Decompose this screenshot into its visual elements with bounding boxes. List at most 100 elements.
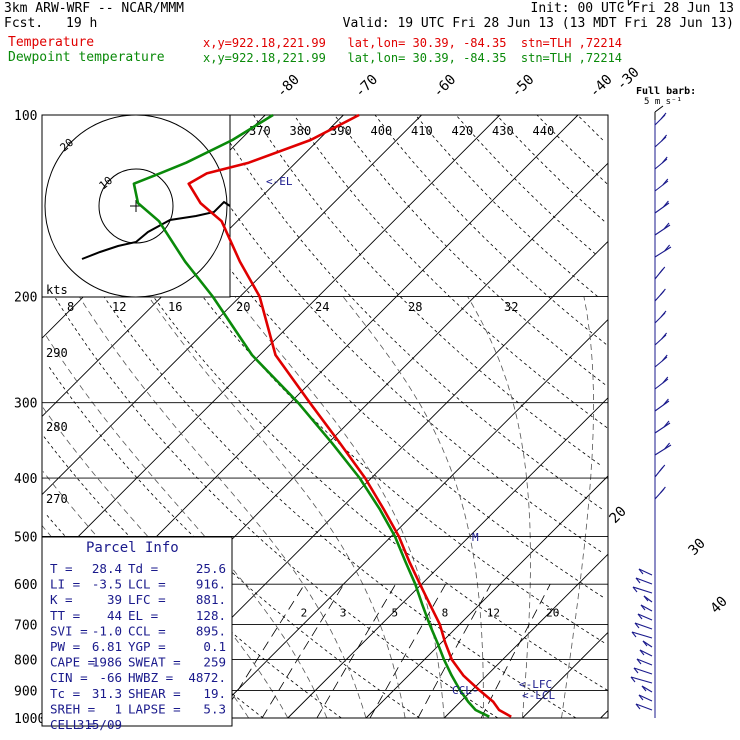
wind-barb — [662, 376, 669, 384]
isotherm-label: -20 — [614, 0, 643, 15]
wind-barb — [654, 180, 669, 192]
theta-label: 290 — [46, 346, 68, 360]
mixing-ratio-label: 12 — [487, 607, 500, 620]
isotherm-line — [209, 319, 609, 719]
parcel-value: 28.4 — [92, 561, 122, 576]
hodograph-units: kts — [46, 283, 68, 297]
dry-adiabat-line — [47, 364, 420, 719]
parcel-value: 315/09 — [77, 717, 122, 732]
dewpoint-profile — [132, 113, 490, 718]
wind-barb — [633, 667, 653, 675]
wind-barb — [635, 703, 653, 711]
wind-barb — [633, 667, 639, 674]
parcel-key: SWEAT = — [128, 655, 181, 670]
wind-barb — [631, 631, 653, 639]
dry-adiabat-line — [536, 114, 608, 184]
dry-adiabat-line — [46, 282, 499, 719]
wind-barb — [634, 622, 653, 630]
parcel-value: 881. — [196, 592, 226, 607]
parcel-key: Tc = — [50, 686, 80, 701]
forecast-hour: 19 h — [66, 16, 98, 31]
isotherm-line — [522, 632, 609, 719]
wind-barb — [654, 356, 668, 368]
wind-legend-value: 5 m s⁻¹ — [644, 97, 682, 107]
mixing-ratio-label: 3 — [340, 607, 347, 620]
parcel-key: CCL = — [128, 623, 166, 638]
dry-adiabat-line — [50, 114, 608, 691]
mixing-ratio-label: 2 — [301, 607, 308, 620]
parcel-title: Parcel Info — [86, 540, 179, 556]
dry-adiabat-line — [172, 114, 602, 553]
wind-barb — [630, 676, 653, 684]
isotherm-line — [41, 114, 501, 574]
wind-barb — [664, 244, 671, 252]
dry-adiabat-line — [577, 114, 604, 141]
wind-barb — [636, 658, 653, 666]
theta-label: 370 — [249, 124, 271, 138]
dry-adiabat-line — [293, 114, 608, 429]
wind-barb — [635, 577, 641, 584]
wind-barb — [641, 685, 653, 693]
isotherm-line — [600, 710, 609, 719]
dry-adiabat-line — [496, 114, 605, 222]
wind-barb — [639, 649, 645, 656]
mixing-ratio-line — [220, 583, 305, 719]
init-time: Init: 00 UTC Fri 28 Jun 13 — [530, 1, 735, 16]
wind-barb — [638, 694, 644, 701]
wind-barb — [664, 442, 671, 450]
pressure-label: 1000 — [14, 712, 45, 727]
hodograph-ring — [44, 114, 228, 298]
parcel-value: 39 — [107, 592, 122, 607]
parcel-value: 6.81 — [92, 639, 122, 654]
isotherm-line — [365, 475, 609, 719]
m-annotation: M — [472, 531, 479, 544]
parcel-key: CIN = — [50, 670, 88, 685]
pressure-label: 400 — [14, 472, 37, 487]
wind-barb — [659, 288, 666, 296]
moist-adiabat-line — [561, 296, 594, 719]
wind-barb — [637, 613, 653, 621]
theta-e-label: 12 — [112, 300, 126, 314]
theta-label: 400 — [371, 124, 393, 138]
dry-adiabat-line — [455, 114, 596, 255]
wind-barb — [631, 631, 637, 638]
isotherm-label: 40 — [708, 594, 731, 617]
temperature-location: x,y=922.18,221.99 lat,lon= 30.39, -84.35… — [203, 36, 623, 50]
wind-barb — [654, 246, 672, 258]
theta-e-label: 20 — [236, 300, 250, 314]
pressure-label: 600 — [14, 578, 37, 593]
wind-barb — [654, 400, 670, 412]
parcel-value: 0.1 — [203, 639, 226, 654]
parcel-value: 4872. — [188, 670, 226, 685]
wind-barb — [635, 577, 653, 585]
theta-label: 380 — [290, 124, 312, 138]
dry-adiabat-line — [334, 114, 606, 385]
parcel-key: EL = — [128, 608, 158, 623]
parcel-value: -3.5 — [92, 577, 122, 592]
wind-barb — [636, 658, 642, 665]
theta-e-label: 28 — [408, 300, 422, 314]
theta-e-label: 16 — [168, 300, 182, 314]
sounding-profiles — [132, 113, 512, 718]
wind-barb — [632, 586, 638, 593]
pressure-label: 200 — [14, 291, 37, 306]
moist-adiabat-line — [234, 296, 445, 719]
forecast-label: Fcst. — [4, 16, 44, 31]
parcel-key: CELL = — [50, 717, 95, 732]
wind-barb — [663, 420, 670, 428]
wind-barb — [637, 613, 643, 620]
parcel-key: CAPE = — [50, 655, 95, 670]
level-annotations: <-EL <-LFC<-LCL CCL- M — [266, 175, 555, 702]
theta-e-label: 24 — [315, 300, 329, 314]
lfc-annotation: <-LFC — [519, 678, 552, 691]
wind-barb — [630, 676, 636, 683]
wind-barb — [659, 266, 666, 274]
dry-adiabat-line — [415, 114, 598, 297]
plot-border — [41, 114, 609, 719]
dewpoint-legend: Dewpoint temperature — [8, 50, 165, 65]
pressure-label: 100 — [14, 109, 37, 124]
wind-barb — [638, 568, 644, 575]
parcel-key: LI = — [50, 577, 80, 592]
